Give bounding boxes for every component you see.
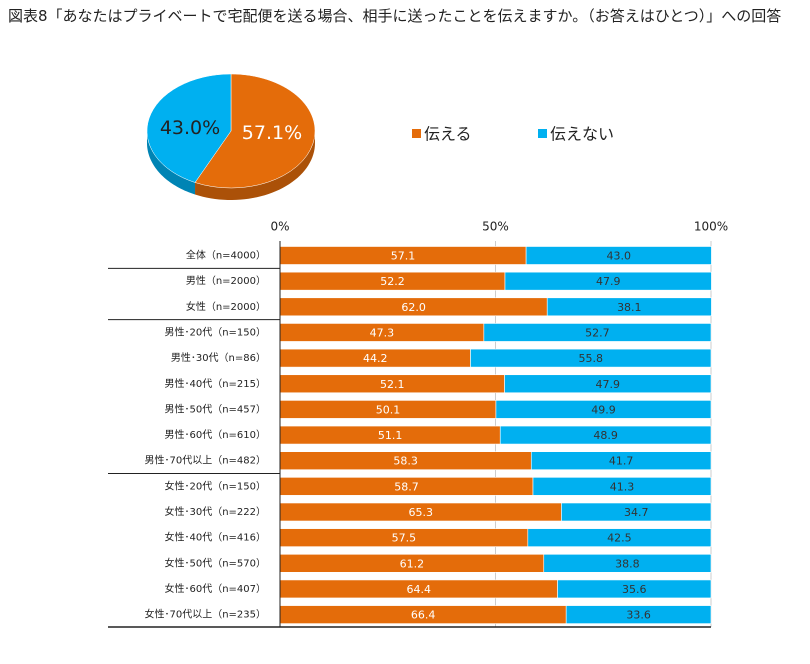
bar-value-label: 65.3 (408, 506, 433, 519)
pie-label: 57.1% (242, 122, 302, 144)
y-tick-label: 男性･70代以上（n=482） (144, 454, 266, 467)
y-tick-label: 男性･20代（n=150） (164, 325, 266, 338)
bar-value-label: 35.6 (622, 583, 647, 596)
y-tick-label: 男性･40代（n=215） (164, 377, 266, 390)
bar-value-label: 41.3 (610, 480, 635, 493)
bar-value-label: 52.7 (585, 326, 610, 339)
y-tick-label: 全体（n=4000） (186, 249, 266, 262)
bar-value-label: 55.8 (579, 352, 604, 365)
bar-segment (546, 297, 712, 317)
bar-value-label: 47.3 (370, 326, 395, 339)
bar-segment (525, 246, 712, 265)
y-tick-label: 女性･40代（n=416） (164, 531, 266, 544)
y-tick-label: 男性（n=2000） (186, 274, 266, 287)
y-tick-label: 女性･60代（n=407） (164, 582, 266, 595)
bar-value-label: 58.3 (393, 455, 418, 468)
page-title: 図表8「あなたはプライベートで宅配便を送る場合、相手に送ったことを伝えますか。（… (8, 7, 782, 25)
bar-value-label: 51.1 (378, 429, 403, 442)
bar-segment (470, 348, 712, 368)
y-tick-label: 男性･30代（n=86） (171, 351, 266, 364)
bar-value-label: 44.2 (363, 352, 388, 365)
bar-segment (527, 528, 712, 547)
y-tick-label: 男性･60代（n=610） (164, 428, 266, 441)
bar-segment (557, 579, 712, 599)
y-tick-label: 女性･30代（n=222） (164, 505, 266, 518)
bar-segment (483, 323, 712, 342)
bar-value-label: 52.2 (380, 275, 405, 288)
bar-value-label: 38.1 (617, 301, 642, 314)
bar-value-label: 64.4 (407, 583, 432, 596)
pie-slice (194, 73, 316, 189)
bar-value-label: 34.7 (624, 506, 649, 519)
pie-slice (146, 73, 232, 183)
pie-side (195, 131, 315, 200)
y-tick-label: 女性（n=2000） (186, 300, 266, 313)
y-tick-label: 女性･50代（n=570） (164, 556, 266, 569)
bar-segment (504, 374, 712, 394)
bar-value-label: 57.5 (392, 532, 417, 545)
x-tick-label: 100% (694, 220, 728, 234)
bar-segment (561, 502, 712, 522)
bar-value-label: 61.2 (400, 557, 425, 570)
bar-value-label: 50.1 (376, 403, 401, 416)
bar-value-label: 47.9 (596, 275, 621, 288)
pie-side (147, 131, 196, 195)
bar-value-label: 48.9 (593, 429, 618, 442)
bar-segment (532, 477, 712, 496)
bar-segment (530, 451, 712, 471)
bar-value-label: 62.0 (401, 301, 426, 314)
bar-segment (495, 400, 712, 419)
bar-value-label: 41.7 (609, 455, 634, 468)
pie-label: 43.0% (160, 117, 220, 139)
legend-swatch (538, 129, 547, 138)
bar-value-label: 49.9 (591, 403, 616, 416)
bar-value-label: 33.6 (626, 609, 651, 622)
bar-value-label: 42.5 (607, 532, 632, 545)
legend-label: 伝える (424, 125, 472, 144)
y-tick-label: 女性･20代（n=150） (164, 479, 266, 492)
legend-swatch (412, 129, 421, 138)
y-tick-label: 女性･70代以上（n=235） (144, 608, 266, 621)
bar-segment (499, 425, 712, 445)
x-tick-label: 50% (482, 220, 509, 234)
bar-value-label: 43.0 (607, 250, 632, 263)
y-tick-label: 男性･50代（n=457） (164, 402, 266, 415)
bar-segment (565, 605, 712, 624)
legend-label: 伝えない (550, 125, 614, 144)
bar-value-label: 47.9 (596, 378, 621, 391)
bar-value-label: 38.8 (615, 557, 640, 570)
bar-segment (504, 271, 712, 291)
x-tick-label: 0% (270, 220, 289, 234)
bar-value-label: 66.4 (411, 609, 436, 622)
bar-value-label: 52.1 (380, 378, 405, 391)
bar-value-label: 58.7 (394, 480, 419, 493)
bar-value-label: 57.1 (391, 250, 416, 263)
bar-segment (543, 553, 712, 573)
